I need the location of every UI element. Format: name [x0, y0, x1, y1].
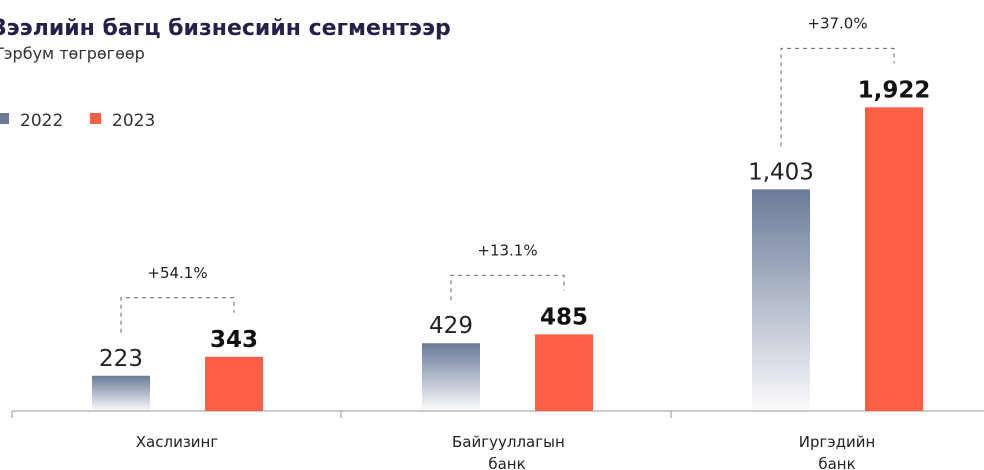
change-label: +37.0% — [807, 14, 867, 32]
legend-swatch — [90, 113, 101, 124]
bar — [752, 189, 810, 411]
value-label: 223 — [99, 346, 143, 372]
change-bracket — [780, 47, 895, 147]
legend-label: 2023 — [112, 111, 155, 131]
chart-subtitle: Тэрбум төгрөгөөр — [0, 44, 145, 63]
change-bracket — [120, 297, 235, 333]
value-label: 1,403 — [748, 159, 814, 185]
chart-title: Зээлийн багц бизнесийн сегментээр — [0, 16, 451, 41]
value-label: 1,922 — [858, 77, 931, 103]
legend-label: 2022 — [20, 111, 63, 131]
value-label: 485 — [540, 304, 588, 330]
change-label: +13.1% — [477, 241, 537, 259]
change-bracket — [450, 274, 565, 301]
change-label: +54.1% — [147, 264, 207, 282]
value-label: 343 — [210, 327, 258, 353]
legend-swatch — [0, 113, 9, 124]
bar — [535, 334, 593, 411]
value-label: 429 — [429, 313, 473, 339]
bar — [865, 107, 923, 411]
x-tick-label: Хаслизинг — [135, 433, 219, 451]
bar — [205, 356, 263, 411]
x-tick-label: Байгууллагын банк — [452, 433, 565, 470]
bar — [422, 343, 480, 411]
x-tick-label: Иргэдийн банк — [798, 433, 876, 470]
bar — [92, 375, 150, 411]
